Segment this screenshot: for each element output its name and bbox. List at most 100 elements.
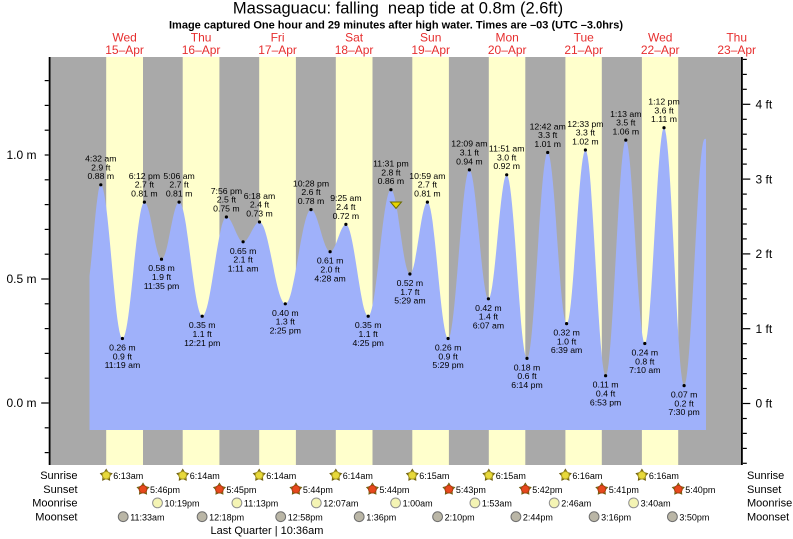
svg-text:12:42 am: 12:42 am: [530, 121, 566, 131]
svg-text:1:53am: 1:53am: [482, 499, 512, 509]
svg-text:0.92 m: 0.92 m: [493, 161, 520, 171]
svg-text:2:10pm: 2:10pm: [445, 512, 475, 522]
svg-text:0.88 m: 0.88 m: [88, 171, 115, 181]
svg-text:Thu: Thu: [726, 31, 747, 45]
svg-text:Sunrise: Sunrise: [747, 470, 784, 482]
svg-text:5:43pm: 5:43pm: [456, 485, 486, 495]
svg-text:12:18pm: 12:18pm: [209, 512, 244, 522]
svg-text:0.18 m: 0.18 m: [514, 362, 541, 372]
svg-text:Sunrise: Sunrise: [40, 470, 77, 482]
svg-text:6:15am: 6:15am: [419, 471, 449, 481]
svg-text:1 ft: 1 ft: [756, 322, 773, 336]
svg-text:2:44pm: 2:44pm: [523, 512, 553, 522]
svg-text:Sat: Sat: [345, 31, 364, 45]
svg-text:11:35 pm: 11:35 pm: [144, 281, 180, 291]
svg-text:2.1 ft: 2.1 ft: [233, 255, 253, 265]
svg-text:6:39 am: 6:39 am: [551, 345, 582, 355]
svg-text:1.4 ft: 1.4 ft: [479, 312, 499, 322]
svg-text:0.81 m: 0.81 m: [414, 189, 441, 199]
svg-text:0.35 m: 0.35 m: [355, 320, 382, 330]
svg-text:4:28 am: 4:28 am: [314, 273, 345, 283]
svg-text:6:15am: 6:15am: [496, 471, 526, 481]
svg-text:0.24 m: 0.24 m: [632, 348, 659, 358]
svg-text:2.4 ft: 2.4 ft: [250, 200, 270, 210]
svg-text:0.78 m: 0.78 m: [298, 196, 325, 206]
svg-text:6:14am: 6:14am: [266, 471, 296, 481]
svg-text:0.11 m: 0.11 m: [593, 380, 619, 390]
svg-text:Sun: Sun: [420, 31, 441, 45]
svg-text:6:14 pm: 6:14 pm: [511, 380, 542, 390]
svg-text:1:12 pm: 1:12 pm: [648, 97, 679, 107]
svg-text:5:45pm: 5:45pm: [226, 485, 256, 495]
svg-text:4:32 am: 4:32 am: [85, 154, 116, 164]
svg-text:1:13 am: 1:13 am: [610, 109, 641, 119]
svg-text:0.73 m: 0.73 m: [246, 208, 273, 218]
svg-text:20–Apr: 20–Apr: [488, 43, 527, 57]
svg-text:12:21 pm: 12:21 pm: [184, 338, 220, 348]
svg-text:1.06 m: 1.06 m: [613, 127, 640, 137]
svg-text:5:44pm: 5:44pm: [303, 485, 333, 495]
svg-text:2.9 ft: 2.9 ft: [91, 162, 111, 172]
svg-text:1.0 ft: 1.0 ft: [557, 336, 577, 346]
svg-text:19–Apr: 19–Apr: [411, 43, 450, 57]
svg-text:10:59 am: 10:59 am: [409, 171, 445, 181]
svg-text:0.58 m: 0.58 m: [148, 263, 175, 273]
svg-text:1.01 m: 1.01 m: [534, 139, 561, 149]
svg-text:5:29 pm: 5:29 pm: [432, 360, 463, 370]
svg-text:0.65 m: 0.65 m: [230, 246, 257, 256]
svg-text:0.6 ft: 0.6 ft: [517, 371, 537, 381]
svg-text:6:16am: 6:16am: [649, 471, 679, 481]
svg-text:5:41pm: 5:41pm: [609, 485, 639, 495]
svg-text:3.3 ft: 3.3 ft: [538, 130, 558, 140]
svg-text:0.5 m: 0.5 m: [6, 272, 36, 286]
svg-text:6:13am: 6:13am: [113, 471, 143, 481]
svg-text:Massaguacu: falling neap tide: Massaguacu: falling neap tide at 0.8m (2…: [233, 0, 563, 18]
svg-text:7:56 pm: 7:56 pm: [211, 186, 242, 196]
svg-text:0.9 ft: 0.9 ft: [113, 351, 133, 361]
svg-text:16–Apr: 16–Apr: [182, 43, 221, 57]
svg-text:Moonset: Moonset: [747, 512, 789, 524]
svg-text:Mon: Mon: [496, 31, 519, 45]
svg-text:22–Apr: 22–Apr: [641, 43, 680, 57]
svg-text:0.75 m: 0.75 m: [213, 203, 240, 213]
svg-text:0.26 m: 0.26 m: [109, 343, 136, 353]
svg-text:3.6 ft: 3.6 ft: [654, 105, 674, 115]
svg-text:3 ft: 3 ft: [756, 172, 773, 186]
svg-text:2.5 ft: 2.5 ft: [217, 195, 237, 205]
svg-text:0.86 m: 0.86 m: [378, 176, 405, 186]
svg-text:6:14am: 6:14am: [343, 471, 373, 481]
svg-text:6:53 pm: 6:53 pm: [590, 397, 621, 407]
svg-text:3:40am: 3:40am: [641, 499, 671, 509]
svg-text:0.52 m: 0.52 m: [397, 278, 424, 288]
svg-text:3:16pm: 3:16pm: [601, 512, 631, 522]
svg-text:3.3 ft: 3.3 ft: [576, 128, 596, 138]
svg-text:0.40 m: 0.40 m: [272, 308, 299, 318]
svg-text:7:10 am: 7:10 am: [629, 365, 660, 375]
svg-text:0.07 m: 0.07 m: [671, 390, 698, 400]
svg-text:11:33am: 11:33am: [130, 512, 164, 522]
svg-text:Sunset: Sunset: [43, 484, 77, 496]
svg-text:6:18 am: 6:18 am: [244, 191, 275, 201]
svg-text:2 ft: 2 ft: [756, 247, 773, 261]
svg-text:1.1 ft: 1.1 ft: [359, 329, 379, 339]
svg-text:3.0 ft: 3.0 ft: [497, 152, 517, 162]
svg-text:1.7 ft: 1.7 ft: [400, 287, 420, 297]
svg-text:6:12 pm: 6:12 pm: [129, 171, 160, 181]
svg-text:11:31 pm: 11:31 pm: [373, 159, 409, 169]
svg-text:1.9 ft: 1.9 ft: [152, 272, 172, 282]
svg-text:2:25 pm: 2:25 pm: [270, 325, 301, 335]
svg-text:0.72 m: 0.72 m: [333, 211, 360, 221]
svg-text:15–Apr: 15–Apr: [105, 43, 144, 57]
svg-text:5:40pm: 5:40pm: [685, 485, 715, 495]
svg-text:0.0 m: 0.0 m: [6, 396, 36, 410]
svg-text:9:25 am: 9:25 am: [330, 193, 361, 203]
svg-text:1:11 am: 1:11 am: [228, 263, 259, 273]
svg-text:1.3 ft: 1.3 ft: [276, 317, 296, 327]
svg-text:Thu: Thu: [191, 31, 212, 45]
svg-text:Moonset: Moonset: [35, 512, 77, 524]
svg-text:0 ft: 0 ft: [756, 397, 773, 411]
svg-text:3.5 ft: 3.5 ft: [616, 118, 636, 128]
svg-text:2:46am: 2:46am: [561, 499, 591, 509]
svg-text:21–Apr: 21–Apr: [564, 43, 603, 57]
svg-text:5:06 am: 5:06 am: [163, 171, 194, 181]
